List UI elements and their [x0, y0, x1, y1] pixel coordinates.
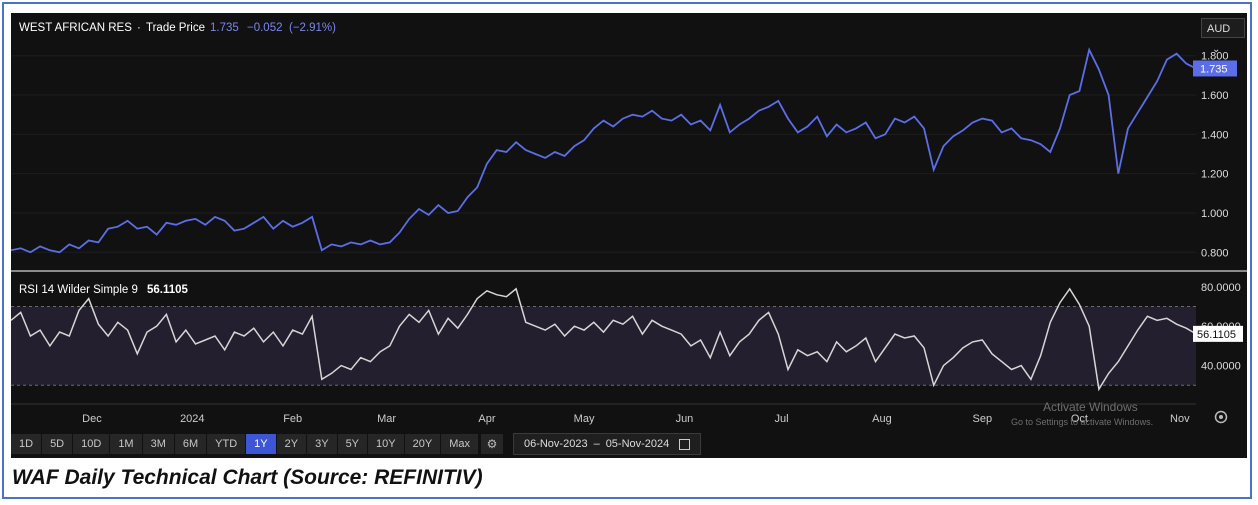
rsi-label: RSI 14 Wilder Simple 9	[19, 284, 138, 296]
date-range-picker[interactable]: 06-Nov-2023 – 05-Nov-2024	[512, 433, 702, 455]
date-separator: –	[593, 438, 600, 450]
price-series-line	[10, 47, 1197, 254]
price-tick-label: 1.000	[1201, 208, 1229, 220]
rsi-tick-label: 80.0000	[1201, 282, 1241, 294]
timeframe-button[interactable]: 5Y	[337, 434, 369, 454]
timeframe-button[interactable]: YTD	[207, 434, 247, 454]
timeframe-button[interactable]: 5D	[42, 434, 74, 454]
watermark-title: Activate Windows	[1043, 400, 1138, 414]
timeframe-button[interactable]: 2Y	[276, 434, 308, 454]
price-badge: 1.735	[1193, 60, 1237, 77]
currency-label: AUD	[1207, 23, 1231, 35]
timeframe-button[interactable]: 10D	[73, 434, 111, 454]
security-name: WEST AFRICAN RES	[19, 22, 132, 34]
price-tick-label: 0.800	[1201, 247, 1229, 259]
calendar-icon	[679, 438, 691, 450]
timeframe-button[interactable]: Max	[441, 434, 479, 454]
x-tick-label: Aug	[872, 413, 892, 425]
price-change-pct: (−2.91%)	[289, 22, 336, 34]
price-tick-label: 1.800	[1201, 51, 1229, 63]
axis-settings-icon[interactable]	[1214, 410, 1228, 424]
watermark-subtitle: Go to Settings to activate Windows.	[1011, 417, 1153, 427]
gear-icon[interactable]: ⚙	[480, 434, 503, 454]
measure-label: Trade Price	[146, 22, 205, 34]
x-tick-label: 2024	[180, 413, 204, 425]
timeframe-button[interactable]: 6M	[174, 434, 208, 454]
timeframe-button[interactable]: 20Y	[404, 434, 442, 454]
date-to: 05-Nov-2024	[605, 438, 670, 450]
timeframe-button[interactable]: 3M	[142, 434, 175, 454]
x-tick-label: Apr	[478, 413, 495, 425]
rsi-value: 56.1105	[147, 284, 189, 296]
chevron-down-icon: ⌄	[1212, 44, 1221, 55]
price-axis: 0.800 1.000 1.200 1.400 1.600 1.800	[1201, 51, 1229, 260]
x-tick-label: May	[574, 413, 595, 425]
x-tick-label: Feb	[283, 413, 302, 425]
last-price: 1.735	[210, 22, 239, 34]
timeframe-button[interactable]: 1Y	[246, 434, 277, 454]
price-grid	[11, 55, 1196, 253]
x-tick-label: Jul	[775, 413, 789, 425]
rsi-band	[11, 306, 1196, 386]
x-tick-label: Mar	[377, 413, 396, 425]
price-tick-label: 1.600	[1201, 90, 1229, 102]
x-tick-label: Sep	[973, 413, 993, 425]
svg-text:1.735: 1.735	[1200, 63, 1228, 75]
price-tick-label: 1.400	[1201, 129, 1229, 141]
figure-caption: WAF Daily Technical Chart (Source: REFIN…	[12, 466, 483, 489]
price-change: −0.052	[247, 22, 283, 34]
timeframe-button[interactable]: 10Y	[368, 434, 405, 454]
x-tick-label: Dec	[82, 413, 102, 425]
header-separator: ·	[137, 22, 141, 34]
x-tick-label: Nov	[1170, 413, 1190, 425]
technical-chart: 0.800 1.000 1.200 1.400 1.600 1.800 WEST AFRI…	[10, 22, 1247, 427]
svg-text:56.1105: 56.1105	[1197, 329, 1236, 341]
timeframe-button[interactable]: 1M	[110, 434, 143, 454]
x-axis: Dec 2024 Feb Mar Apr May Jun Jul Aug Sep Oct Nov	[82, 413, 1190, 425]
rsi-tick-label: 40.0000	[1201, 361, 1241, 373]
chart-panel: 0.800 1.000 1.200 1.400 1.600 1.800 WEST AFRI…	[10, 13, 1247, 458]
timeframe-toolbar: 1D 5D 10D 1M 3M 6M YTD 1Y 2Y 3Y 5Y 10Y 20Y Max ⚙ 06-N…	[11, 432, 702, 456]
rsi-series-line	[10, 287, 1197, 392]
date-from: 06-Nov-2023	[523, 438, 588, 450]
x-tick-label: Jun	[676, 413, 694, 425]
timeframe-button[interactable]: 3Y	[307, 434, 338, 454]
price-tick-label: 1.200	[1201, 169, 1229, 181]
rsi-badge: 56.1105	[1193, 325, 1243, 342]
timeframe-button[interactable]: 1D	[11, 434, 43, 454]
timeframe-buttons: 1D 5D 10D 1M 3M 6M YTD 1Y 2Y 3Y 5Y 10Y 20Y Max	[11, 434, 479, 454]
x-tick-label: Oct	[1071, 413, 1088, 425]
currency-select[interactable]: AUD ⌄	[1201, 18, 1245, 55]
